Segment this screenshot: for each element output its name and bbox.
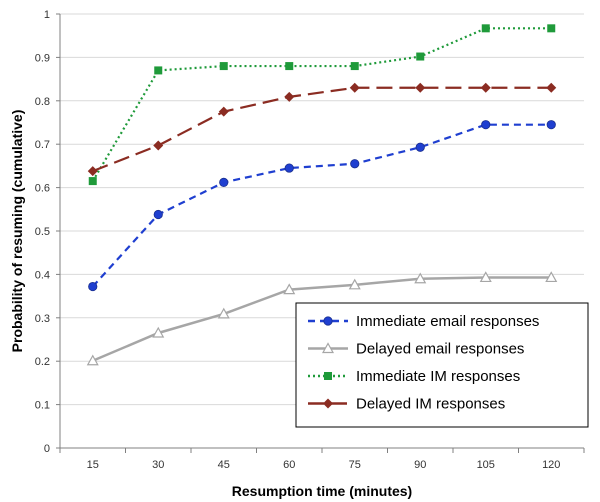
data-point (152, 326, 165, 338)
legend: Immediate email responses Delayed email r… (295, 302, 589, 428)
y-tick-label: 0.7 (35, 139, 50, 151)
series-lines (86, 24, 558, 366)
data-point (350, 159, 360, 169)
x-tick-label: 45 (218, 459, 230, 471)
data-point (415, 142, 425, 152)
data-point (283, 283, 296, 295)
data-point (153, 140, 164, 151)
y-tick-label: 0 (44, 443, 50, 455)
legend-swatch-marker (323, 316, 333, 326)
x-tick-label: 15 (87, 459, 99, 471)
legend-label: Delayed IM responses (356, 396, 505, 413)
series-line (91, 27, 552, 182)
data-point (154, 66, 163, 75)
data-point (88, 281, 98, 292)
y-tick-label: 0.8 (35, 96, 50, 108)
x-tick-label: 30 (152, 459, 164, 471)
data-point (546, 82, 557, 93)
series-line (91, 123, 552, 288)
legend-item: Immediate IM responses (308, 368, 520, 385)
data-point (153, 209, 163, 220)
legend-box (295, 302, 589, 428)
x-tick-label: 75 (349, 459, 361, 471)
series-line (92, 86, 552, 173)
x-tick-label: 60 (283, 459, 295, 471)
data-point (217, 307, 230, 319)
data-point (415, 82, 426, 93)
series-1 (86, 271, 558, 366)
y-tick-label: 0.2 (35, 356, 50, 368)
x-tick-label: 90 (414, 459, 426, 471)
legend-label: Delayed email responses (356, 341, 524, 358)
data-point (545, 271, 558, 283)
legend-swatch-marker (324, 372, 332, 380)
gridlines (60, 13, 584, 406)
data-point (349, 82, 360, 93)
data-point (219, 62, 228, 71)
data-point (481, 24, 490, 33)
y-tick-label: 0.1 (35, 400, 50, 412)
data-point (88, 177, 97, 186)
data-point (546, 120, 556, 130)
series-3 (87, 82, 557, 177)
data-point (284, 163, 294, 173)
data-point (414, 272, 427, 284)
legend-swatch-marker (323, 398, 333, 409)
data-point (285, 62, 294, 71)
data-point (284, 91, 295, 102)
data-point (547, 24, 556, 33)
legend-item: Delayed email responses (308, 341, 524, 358)
data-point (218, 106, 229, 117)
legend-item: Immediate email responses (308, 313, 539, 330)
series-line (92, 276, 552, 362)
y-tick-label: 0.6 (35, 183, 50, 195)
y-tick-label: 1 (44, 9, 50, 21)
y-tick-label: 0.3 (35, 313, 50, 325)
data-point (219, 177, 229, 187)
data-point (416, 52, 425, 61)
legend-label: Immediate IM responses (356, 368, 520, 385)
data-point (348, 278, 361, 290)
y-tick-label: 0.5 (35, 226, 50, 238)
data-point (86, 354, 99, 366)
x-tick-label: 105 (477, 459, 495, 471)
axes: 0 0.1 0.2 0.3 0.4 0.5 0.6 0.7 0.8 0.9 1 15 30 45 60 75 9… (35, 9, 585, 471)
data-point (481, 120, 491, 130)
x-axis-title: Resumption time (minutes) (232, 483, 412, 499)
legend-item: Delayed IM responses (308, 396, 505, 413)
series-0 (88, 120, 556, 292)
data-point (87, 166, 98, 177)
series-2 (88, 24, 556, 186)
legend-swatch-marker (321, 342, 335, 354)
data-point (480, 82, 491, 93)
legend-label: Immediate email responses (356, 313, 539, 330)
data-point (350, 62, 359, 71)
y-tick-label: 0.9 (35, 52, 50, 64)
y-axis-title: Probability of resuming (cumulative) (9, 110, 25, 353)
y-tick-label: 0.4 (35, 269, 50, 281)
x-tick-label: 120 (542, 459, 560, 471)
data-point (479, 271, 492, 283)
